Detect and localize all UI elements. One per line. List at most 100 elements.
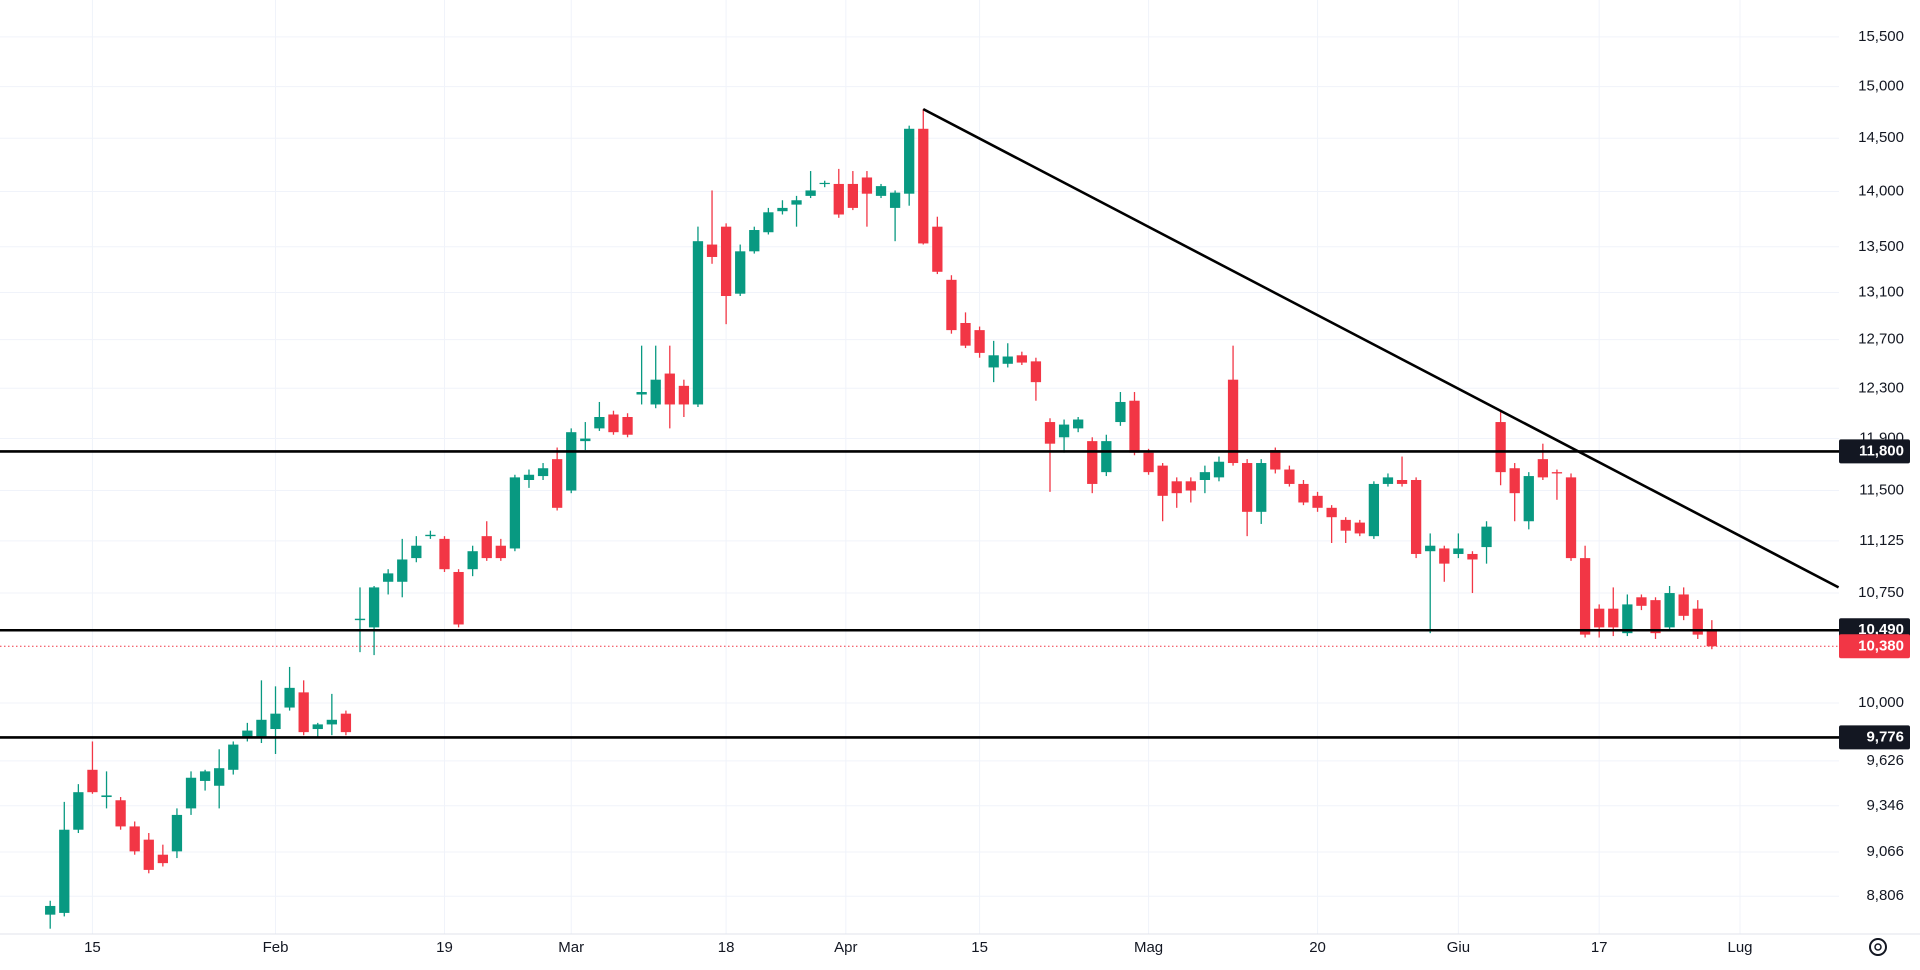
candle-body	[1185, 481, 1196, 491]
candle-body	[1115, 401, 1126, 423]
candle-body	[101, 795, 112, 798]
candle-body	[1171, 481, 1182, 494]
candle-body	[608, 414, 619, 433]
candle-body	[115, 800, 126, 827]
x-tick-label: Mar	[558, 939, 584, 956]
candle-body	[932, 226, 943, 272]
candle-body	[1213, 461, 1225, 478]
candle-body	[847, 183, 858, 208]
candle-body	[1368, 483, 1380, 537]
y-tick-label: 15,000	[1858, 78, 1904, 95]
candle-body	[777, 207, 788, 212]
candle-body	[256, 719, 267, 737]
candle-body	[1425, 545, 1436, 552]
settings-button[interactable]	[1869, 938, 1887, 956]
y-tick-label: 14,000	[1858, 182, 1904, 199]
y-tick-label: 13,100	[1858, 283, 1904, 300]
candle-body	[1227, 379, 1239, 464]
x-tick-label: 17	[1591, 939, 1608, 956]
candle-body	[1101, 441, 1112, 473]
candle-body	[59, 829, 70, 913]
plot	[0, 107, 1840, 929]
candle-body	[1073, 419, 1084, 429]
y-tick-label: 9,066	[1866, 843, 1904, 860]
candle-body	[1354, 522, 1365, 534]
trendline	[922, 107, 1840, 589]
x-tick-label: 19	[436, 939, 453, 956]
candle-body	[199, 771, 211, 781]
y-tick-label: 15,500	[1858, 28, 1904, 45]
candle-body	[1058, 424, 1070, 438]
candle-body	[1594, 608, 1605, 628]
candle-body	[861, 177, 873, 194]
candle-body	[1678, 594, 1689, 616]
candle-body	[974, 330, 985, 353]
candle-body	[214, 768, 225, 786]
price-label-box	[1839, 725, 1910, 750]
candle-body	[411, 545, 422, 559]
candle-body	[284, 687, 295, 708]
candle-body	[1537, 459, 1548, 478]
y-tick-label: 10,000	[1858, 694, 1904, 711]
candle-body	[87, 769, 98, 793]
price-label: 10,380	[1858, 637, 1904, 654]
candle-body	[1565, 477, 1577, 559]
candle-body	[946, 279, 957, 331]
candle-body	[875, 186, 887, 196]
y-tick-label: 10,750	[1858, 584, 1904, 601]
candle-body	[1509, 468, 1520, 494]
gear-icon[interactable]	[1869, 938, 1887, 956]
candle-body	[664, 373, 675, 405]
price-label-box	[1839, 439, 1910, 464]
y-tick-label: 12,300	[1858, 379, 1904, 396]
candle-body	[819, 182, 830, 185]
candle-body	[904, 128, 915, 194]
candle-body	[960, 322, 971, 346]
candle-body	[791, 200, 802, 205]
candle-body	[383, 573, 394, 582]
price-label: 11,800	[1859, 442, 1904, 459]
candle-body	[1453, 548, 1464, 554]
y-tick-label: 14,500	[1858, 129, 1904, 146]
candle-body	[73, 792, 84, 830]
candle-body	[833, 183, 844, 215]
candle-body	[650, 379, 661, 405]
candle-body	[594, 417, 605, 429]
x-tick-label: 15	[84, 939, 101, 956]
candle-body	[692, 241, 704, 405]
candle-body	[805, 190, 816, 196]
candle-body	[171, 814, 183, 852]
gear-icon-center[interactable]	[1874, 943, 1882, 951]
candle-body	[1706, 630, 1717, 647]
candle-body	[1270, 450, 1281, 470]
x-tick-label: Mag	[1134, 939, 1163, 956]
candle-body	[988, 355, 999, 368]
x-tick-label: Giu	[1447, 939, 1470, 956]
candle-body	[1467, 553, 1478, 560]
x-tick-label: 15	[971, 939, 988, 956]
candle-body	[1326, 507, 1337, 518]
candle-body	[1439, 548, 1450, 564]
candle-body	[312, 724, 323, 730]
y-tick-label: 12,700	[1858, 331, 1904, 348]
x-tick-label: Feb	[263, 939, 289, 956]
candle-body	[481, 536, 492, 559]
candle-body	[368, 587, 380, 628]
candle-body	[242, 730, 253, 737]
candle-body	[706, 244, 718, 257]
x-tick-label: 18	[718, 939, 735, 956]
candle-body	[1199, 472, 1211, 480]
y-tick-label: 11,500	[1859, 482, 1904, 499]
price-label: 10,490	[1858, 621, 1904, 638]
candle-body	[45, 905, 56, 915]
candle-body	[1481, 526, 1492, 548]
y-tick-label: 13,500	[1858, 238, 1904, 255]
axes: 15,500 15,000 14,500 14,000 13,500 13,100 12,7…	[84, 28, 1910, 956]
candle-body	[298, 692, 309, 733]
x-tick-label: 20	[1309, 939, 1326, 956]
candle-body	[453, 571, 464, 625]
candle-body	[157, 854, 168, 864]
